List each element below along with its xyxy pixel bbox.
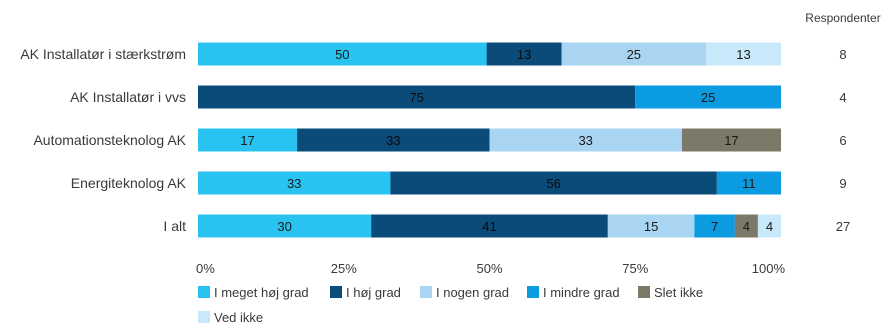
data-label-i-alt-i-nogen-grad: 15: [644, 219, 658, 234]
legend-swatch-ved-ikke: [198, 311, 210, 323]
data-label-ak-installator-i-staerkstrom-ved-ikke: 13: [736, 47, 750, 62]
data-label-energiteknolog-ak-i-meget-hoj-grad: 33: [287, 176, 301, 191]
legend-swatch-i-mindre-grad: [527, 286, 539, 298]
category-labels: AK Installatør i stærkstrøm AK Installatø…: [20, 46, 186, 234]
legend-label-ved-ikke: Ved ikke: [214, 310, 263, 324]
category-label-energiteknolog-ak: Energiteknolog AK: [71, 175, 187, 191]
data-label-energiteknolog-ak-i-mindre-grad: 11: [742, 176, 756, 191]
data-label-i-alt-i-hoj-grad: 41: [482, 219, 496, 234]
data-label-automationsteknolog-ak-slet-ikke: 17: [724, 133, 738, 148]
bar-automationsteknolog-ak-i-meget-hoj-grad: [198, 128, 298, 152]
x-tick-0pct: 0%: [196, 261, 215, 276]
data-label-i-alt-slet-ikke: 4: [743, 219, 750, 234]
bar-i-alt-i-hoj-grad: [371, 214, 608, 238]
data-label-i-alt-ved-ikke: 4: [766, 219, 773, 234]
bar-i-alt-i-mindre-grad: [694, 214, 735, 238]
data-label-automationsteknolog-ak-i-meget-hoj-grad: 17: [240, 133, 254, 148]
data-label-energiteknolog-ak-i-hoj-grad: 56: [546, 176, 560, 191]
bar-ak-installator-i-staerkstrom-i-meget-hoj-grad: [198, 42, 487, 66]
data-label-automationsteknolog-ak-i-nogen-grad: 33: [578, 133, 592, 148]
legend-swatch-i-hoj-grad: [330, 286, 342, 298]
bar-ak-installator-i-vvs-i-hoj-grad: [198, 85, 636, 109]
legend: I meget høj grad I høj grad I nogen grad I …: [198, 285, 703, 324]
bar-automationsteknolog-ak-i-hoj-grad: [297, 128, 490, 152]
legend-swatch-i-nogen-grad: [420, 286, 432, 298]
data-label-ak-installator-i-vvs-i-mindre-grad: 25: [701, 90, 715, 105]
bar-i-alt-slet-ikke: [734, 214, 758, 238]
data-label-automationsteknolog-ak-i-hoj-grad: 33: [386, 133, 400, 148]
bar-automationsteknolog-ak-slet-ikke: [681, 128, 781, 152]
category-label-automationsteknolog-ak: Automationsteknolog AK: [33, 132, 186, 148]
x-axis-ticks: 0% 25% 50% 75% 100%: [196, 261, 785, 276]
bar-ak-installator-i-staerkstrom-i-hoj-grad: [486, 42, 562, 66]
category-label-i-alt: I alt: [163, 218, 186, 234]
x-tick-50pct: 50%: [476, 261, 502, 276]
bars-group: 50 13 25 13 75 25 17 33 33 17 33 56 11 30 41 15 7 4 4: [198, 42, 781, 238]
data-label-i-alt-i-mindre-grad: 7: [711, 219, 718, 234]
legend-swatch-i-meget-hoj-grad: [198, 286, 210, 298]
data-label-ak-installator-i-staerkstrom-i-nogen-grad: 25: [627, 47, 641, 62]
respondent-column: Respondenter 8 4 6 9 27: [805, 11, 880, 234]
legend-label-i-nogen-grad: I nogen grad: [436, 285, 509, 300]
legend-label-slet-ikke: Slet ikke: [654, 285, 703, 300]
x-tick-25pct: 25%: [331, 261, 357, 276]
bar-automationsteknolog-ak-i-nogen-grad: [489, 128, 682, 152]
bar-ak-installator-i-staerkstrom-ved-ikke: [705, 42, 781, 66]
legend-swatch-slet-ikke: [638, 286, 650, 298]
bar-i-alt-i-nogen-grad: [607, 214, 695, 238]
legend-label-i-mindre-grad: I mindre grad: [543, 285, 620, 300]
bar-i-alt-i-meget-hoj-grad: [198, 214, 372, 238]
respondents-ak-installator-i-staerkstrom: 8: [839, 47, 846, 62]
bar-ak-installator-i-vvs-i-mindre-grad: [635, 85, 781, 109]
data-label-ak-installator-i-staerkstrom-i-hoj-grad: 13: [517, 47, 531, 62]
category-label-ak-installator-i-staerkstrom: AK Installatør i stærkstrøm: [20, 46, 186, 62]
respondents-energiteknolog-ak: 9: [839, 176, 846, 191]
bar-energiteknolog-ak-i-hoj-grad: [390, 171, 717, 195]
category-label-ak-installator-i-vvs: AK Installatør i vvs: [70, 89, 186, 105]
respondents-ak-installator-i-vvs: 4: [839, 90, 846, 105]
legend-label-i-meget-hoj-grad: I meget høj grad: [214, 285, 309, 300]
bar-ak-installator-i-staerkstrom-i-nogen-grad: [561, 42, 706, 66]
data-label-ak-installator-i-vvs-i-hoj-grad: 75: [409, 90, 423, 105]
data-label-ak-installator-i-staerkstrom-i-meget-hoj-grad: 50: [335, 47, 349, 62]
data-label-i-alt-i-meget-hoj-grad: 30: [277, 219, 291, 234]
respondents-i-alt: 27: [836, 219, 850, 234]
x-tick-75pct: 75%: [622, 261, 648, 276]
respondents-automationsteknolog-ak: 6: [839, 133, 846, 148]
x-tick-100pct: 100%: [752, 261, 786, 276]
respondents-header: Respondenter: [805, 11, 880, 25]
legend-label-i-hoj-grad: I høj grad: [346, 285, 401, 300]
bar-energiteknolog-ak-i-meget-hoj-grad: [198, 171, 391, 195]
bar-i-alt-ved-ikke: [757, 214, 781, 238]
bar-energiteknolog-ak-i-mindre-grad: [716, 171, 781, 195]
